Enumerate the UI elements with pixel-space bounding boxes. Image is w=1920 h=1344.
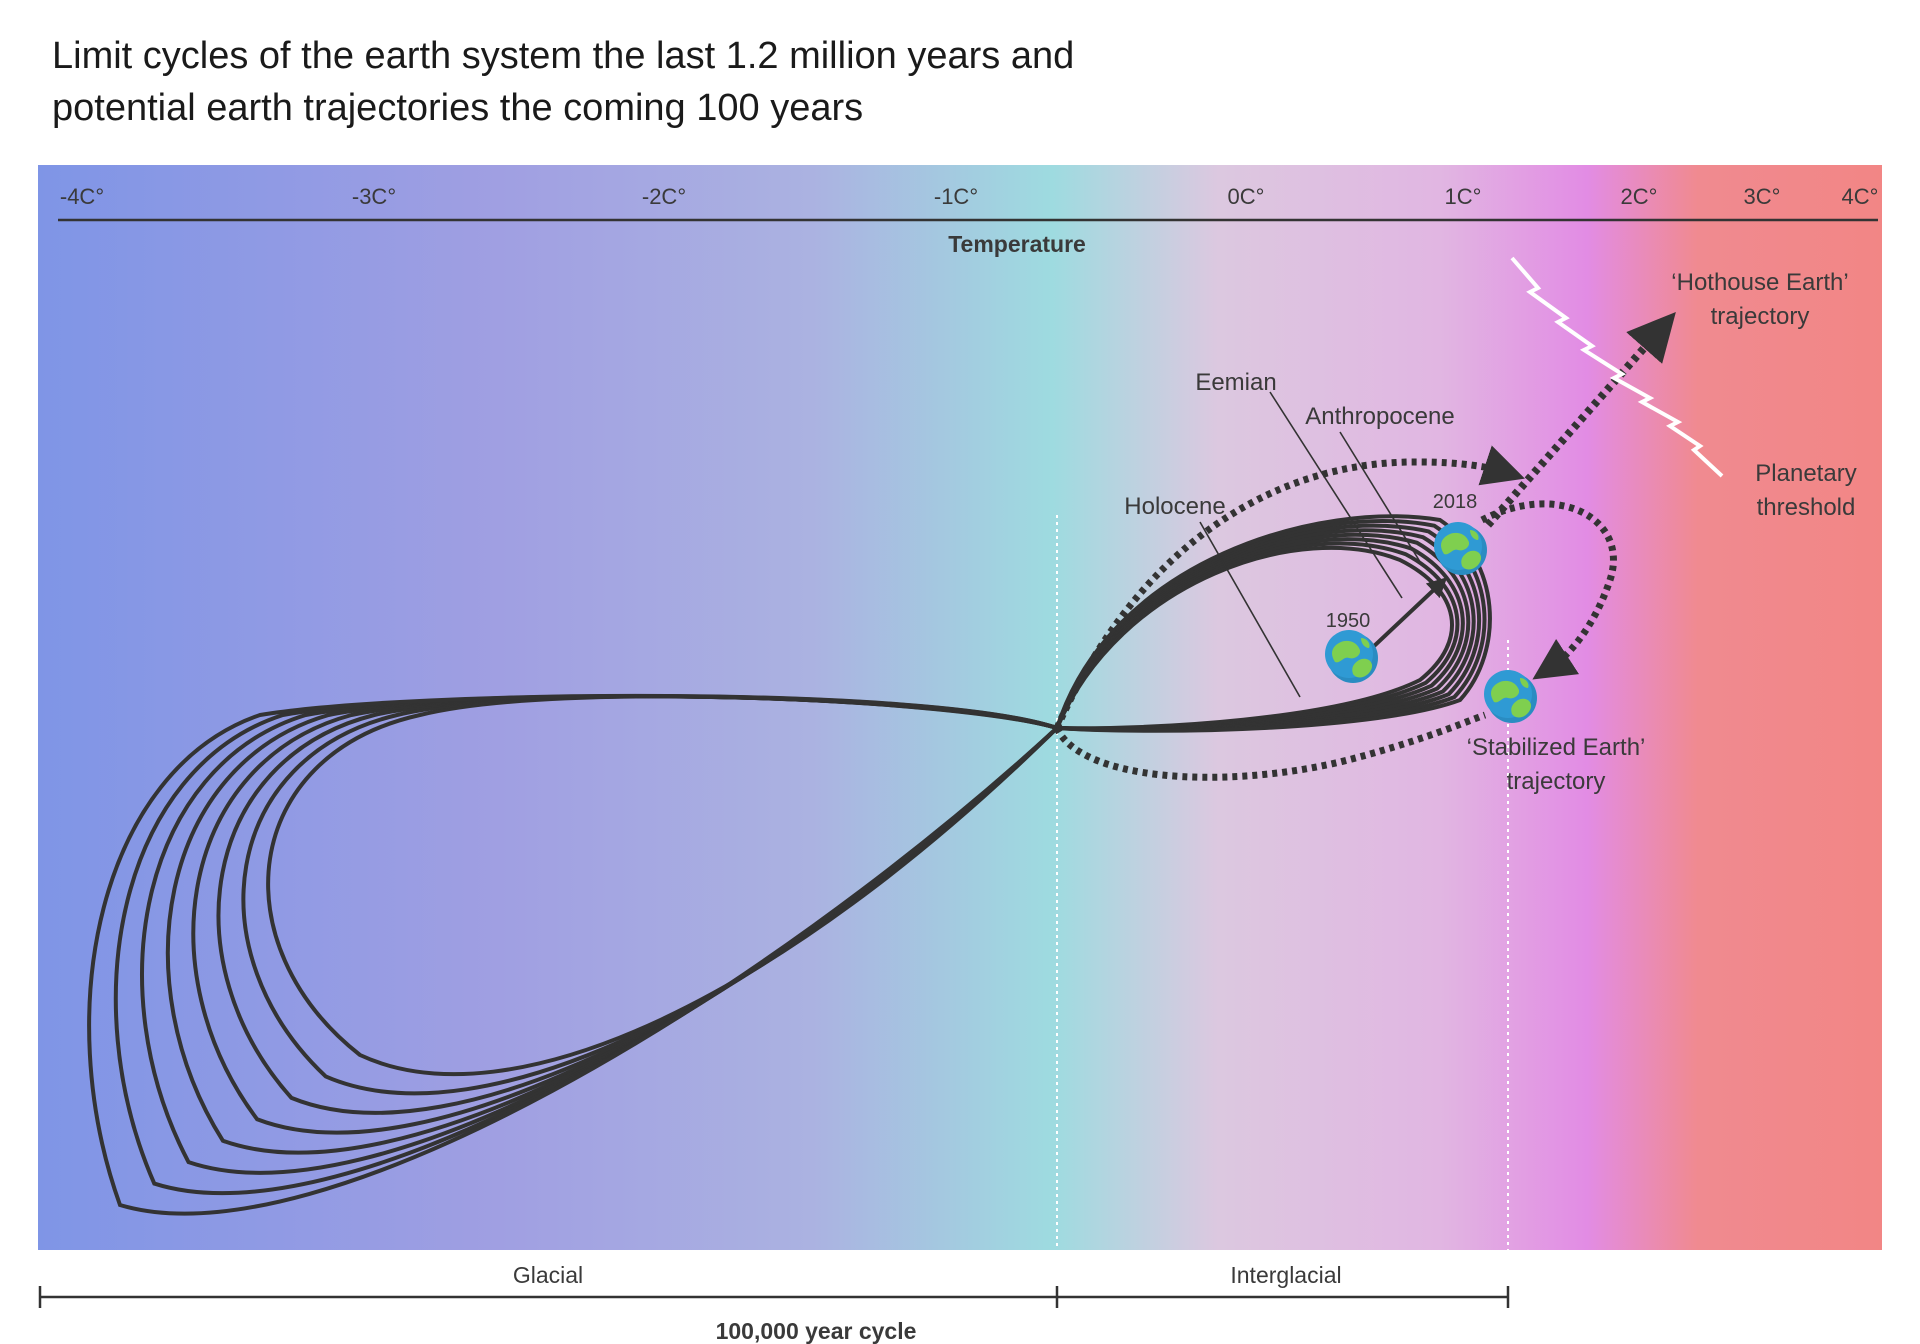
hothouse-earth-label-line1: ‘Hothouse Earth’ bbox=[1671, 269, 1848, 296]
year-2018-label: 2018 bbox=[1433, 491, 1478, 513]
holocene-pointer bbox=[1199, 521, 1301, 698]
year-1950-label: 1950 bbox=[1326, 610, 1371, 632]
tick-label: 2C° bbox=[1621, 184, 1658, 209]
tick-label: 1C° bbox=[1445, 184, 1482, 209]
temperature-ticks: -4C° -3C° -2C° -1C° 0C° 1C° 2C° 3C° 4C° bbox=[60, 184, 1879, 209]
tick-label: -1C° bbox=[934, 184, 978, 209]
anthropocene-pointer bbox=[1339, 431, 1423, 566]
tick-label: 4C° bbox=[1842, 184, 1879, 209]
interglacial-label: Interglacial bbox=[1230, 1262, 1341, 1288]
title-line-1: Limit cycles of the earth system the las… bbox=[52, 35, 1075, 77]
tick-label: -2C° bbox=[642, 184, 686, 209]
glacial-label: Glacial bbox=[513, 1262, 583, 1288]
planetary-threshold-label-line1: Planetary bbox=[1755, 460, 1856, 487]
anthropocene-trend-arrow bbox=[1370, 577, 1448, 650]
stabilized-earth-label-line2: trajectory bbox=[1507, 768, 1606, 795]
anthropocene-label: Anthropocene bbox=[1305, 403, 1454, 430]
holocene-label: Holocene bbox=[1124, 493, 1225, 520]
eemian-label: Eemian bbox=[1195, 369, 1276, 396]
glacial-cycle-loop bbox=[87, 693, 1059, 1216]
title-line-2: potential earth trajectories the coming … bbox=[52, 87, 864, 129]
eemian-pointer bbox=[1269, 391, 1403, 599]
planetary-threshold-label-line2: threshold bbox=[1757, 494, 1856, 521]
stabilized-earth-label-line1: ‘Stabilized Earth’ bbox=[1467, 734, 1646, 761]
hothouse-earth-label-line2: trajectory bbox=[1711, 303, 1810, 330]
outer-dotted-loop-lower bbox=[1053, 711, 1487, 781]
hothouse-earth-dotted-arrow bbox=[1485, 312, 1676, 528]
tick-label: 0C° bbox=[1228, 184, 1265, 209]
stabilized-earth-dotted-arrow bbox=[1480, 500, 1617, 680]
interglacial-cycle-loop bbox=[1055, 514, 1492, 733]
planetary-threshold-line bbox=[1510, 256, 1724, 478]
cycle-length-label: 100,000 year cycle bbox=[716, 1318, 917, 1344]
tick-label: -4C° bbox=[60, 184, 104, 209]
limit-cycle-loops bbox=[87, 514, 1492, 1216]
tick-label: -3C° bbox=[352, 184, 396, 209]
diagram-title: Limit cycles of the earth system the las… bbox=[52, 30, 1252, 134]
cycle-bracket bbox=[38, 1286, 1510, 1308]
tick-label: 3C° bbox=[1744, 184, 1781, 209]
temperature-axis-label: Temperature bbox=[948, 231, 1086, 257]
